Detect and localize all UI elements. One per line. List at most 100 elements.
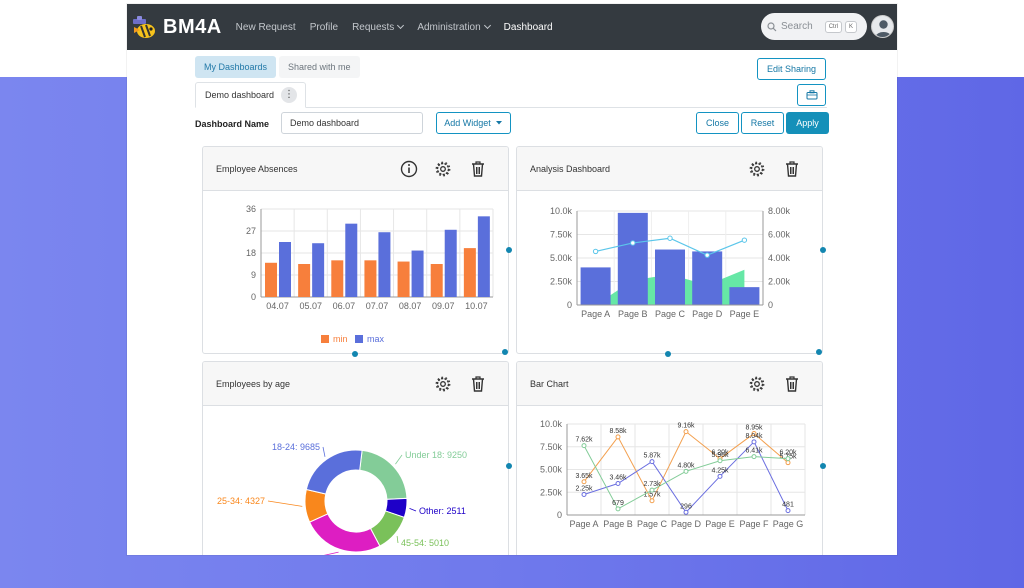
widget-header[interactable]: Employees by age [203, 362, 508, 406]
tab-demo-dashboard[interactable]: Demo dashboard ⋮ [195, 82, 306, 108]
slice-label: 45-54: 5010 [401, 538, 449, 548]
brand-name: BM4A [163, 15, 222, 38]
widget-bar-chart[interactable]: Bar Chart 0 2.50k 5.00k 7.50k 10.0k 3.65k 8.58… [516, 361, 823, 555]
widget-title: Employees by age [216, 378, 291, 389]
tab-my-dashboards[interactable]: My Dashboards [195, 56, 277, 78]
x-tick-label: 05.07 [299, 301, 322, 311]
resize-handle[interactable] [820, 463, 826, 469]
resize-handle[interactable] [506, 247, 512, 253]
nav-profile[interactable]: Profile [310, 22, 338, 33]
data-label: 1.57k [643, 492, 661, 499]
slice-label: Other: 2511 [419, 506, 466, 516]
info-icon[interactable] [399, 159, 419, 179]
gear-icon[interactable] [747, 374, 767, 394]
trash-icon[interactable] [782, 374, 802, 394]
nav-new-request[interactable]: New Request [236, 22, 296, 33]
resize-handle[interactable] [352, 351, 358, 357]
line-point [592, 248, 599, 255]
reset-button[interactable]: Reset [741, 112, 784, 134]
widget-header[interactable]: Bar Chart [517, 362, 822, 406]
edit-sharing-button[interactable]: Edit Sharing [757, 58, 826, 80]
apply-button[interactable]: Apply [786, 112, 829, 134]
legend-swatch [355, 335, 363, 343]
widget-employee-absences[interactable]: Employee Absences 0 9 18 27 36 04.07 05.07 06.0… [202, 146, 509, 354]
brand[interactable]: BM4A [131, 14, 222, 40]
gear-icon[interactable] [433, 374, 453, 394]
series-point [751, 454, 757, 460]
widget-title: Employee Absences [216, 163, 298, 174]
bar [655, 249, 685, 305]
x-tick-label: Page F [739, 519, 769, 529]
search-button[interactable]: Search Ctrl K [761, 13, 867, 40]
resize-handle[interactable] [816, 349, 822, 355]
series-point [683, 509, 689, 515]
trash-icon[interactable] [468, 159, 488, 179]
tab-shared-with-me[interactable]: Shared with me [279, 56, 360, 78]
series-point [717, 458, 723, 464]
y-tick-label: 9 [251, 270, 256, 280]
bar [729, 287, 760, 305]
trash-icon[interactable] [782, 159, 802, 179]
x-tick-label: Page B [603, 519, 633, 529]
bar [580, 267, 611, 305]
series-point [649, 487, 655, 493]
y-left-tick-label: 2.50k [550, 277, 573, 287]
x-tick-label: Page G [773, 519, 804, 529]
widget-header[interactable]: Employee Absences [203, 147, 508, 191]
dashboard-name-label: Dashboard Name [195, 119, 270, 129]
line-point [741, 237, 748, 243]
y-left-tick-label: 10.0k [550, 206, 573, 216]
data-label: 4.80k [677, 462, 695, 469]
bar [692, 251, 723, 305]
slice-leader-line [409, 508, 417, 512]
resize-handle[interactable] [820, 247, 826, 253]
resize-handle[interactable] [506, 463, 512, 469]
series-point [649, 498, 655, 504]
data-label: 5.96k [711, 452, 729, 459]
slice-label: 18-24: 9685 [272, 442, 320, 452]
y-right-tick-label: 8.00k [768, 206, 791, 216]
series-point [751, 439, 757, 445]
kbd-k: K [845, 20, 858, 33]
bar-max [312, 243, 325, 297]
dashboard-tabs: My Dashboards Shared with me [195, 56, 363, 78]
line-point [667, 235, 673, 241]
kebab-menu-icon[interactable]: ⋮ [281, 87, 298, 103]
nav-requests[interactable]: Requests [352, 22, 405, 33]
nav-dashboard[interactable]: Dashboard [504, 22, 553, 33]
bar-max [378, 232, 391, 297]
nav-administration[interactable]: Administration [417, 22, 491, 33]
bar [617, 212, 648, 305]
y-right-tick-label: 4.00k [768, 253, 791, 263]
bee-logo-icon [131, 14, 157, 40]
y-tick-label: 5.00k [540, 465, 563, 475]
donut-slice [305, 449, 363, 495]
briefcase-button[interactable] [797, 84, 826, 106]
y-left-tick-label: 0 [567, 300, 572, 310]
gear-icon[interactable] [433, 159, 453, 179]
x-tick-label: 08.07 [399, 301, 422, 311]
add-widget-button[interactable]: Add Widget [436, 112, 511, 134]
legend-label: min [333, 334, 348, 344]
dashboard-name-input[interactable]: Demo dashboard [281, 112, 423, 134]
trash-icon[interactable] [468, 374, 488, 394]
y-left-tick-label: 7.50k [550, 230, 573, 240]
slice-leader-line [322, 446, 326, 457]
y-tick-label: 27 [246, 226, 256, 236]
close-button[interactable]: Close [696, 112, 739, 134]
series-point [785, 508, 791, 514]
data-label: 8.04k [745, 433, 763, 440]
series-point [717, 473, 723, 479]
resize-handle[interactable] [502, 349, 508, 355]
slice-leader-line [267, 500, 303, 507]
resize-handle[interactable] [665, 351, 671, 357]
widget-header[interactable]: Analysis Dashboard [517, 147, 822, 191]
widget-analysis-dashboard[interactable]: Analysis Dashboard 0 2.50k 5.00k 7.50k 10.0k… [516, 146, 823, 354]
widget-employees-by-age[interactable]: Employees by age Under 18: 9250 Other: 25… [202, 361, 509, 555]
avatar[interactable] [871, 15, 894, 38]
data-label: 296 [680, 503, 692, 510]
gear-icon[interactable] [747, 159, 767, 179]
y-right-tick-label: 0 [768, 300, 773, 310]
caret-down-icon [495, 121, 502, 125]
y-tick-label: 36 [246, 204, 256, 214]
